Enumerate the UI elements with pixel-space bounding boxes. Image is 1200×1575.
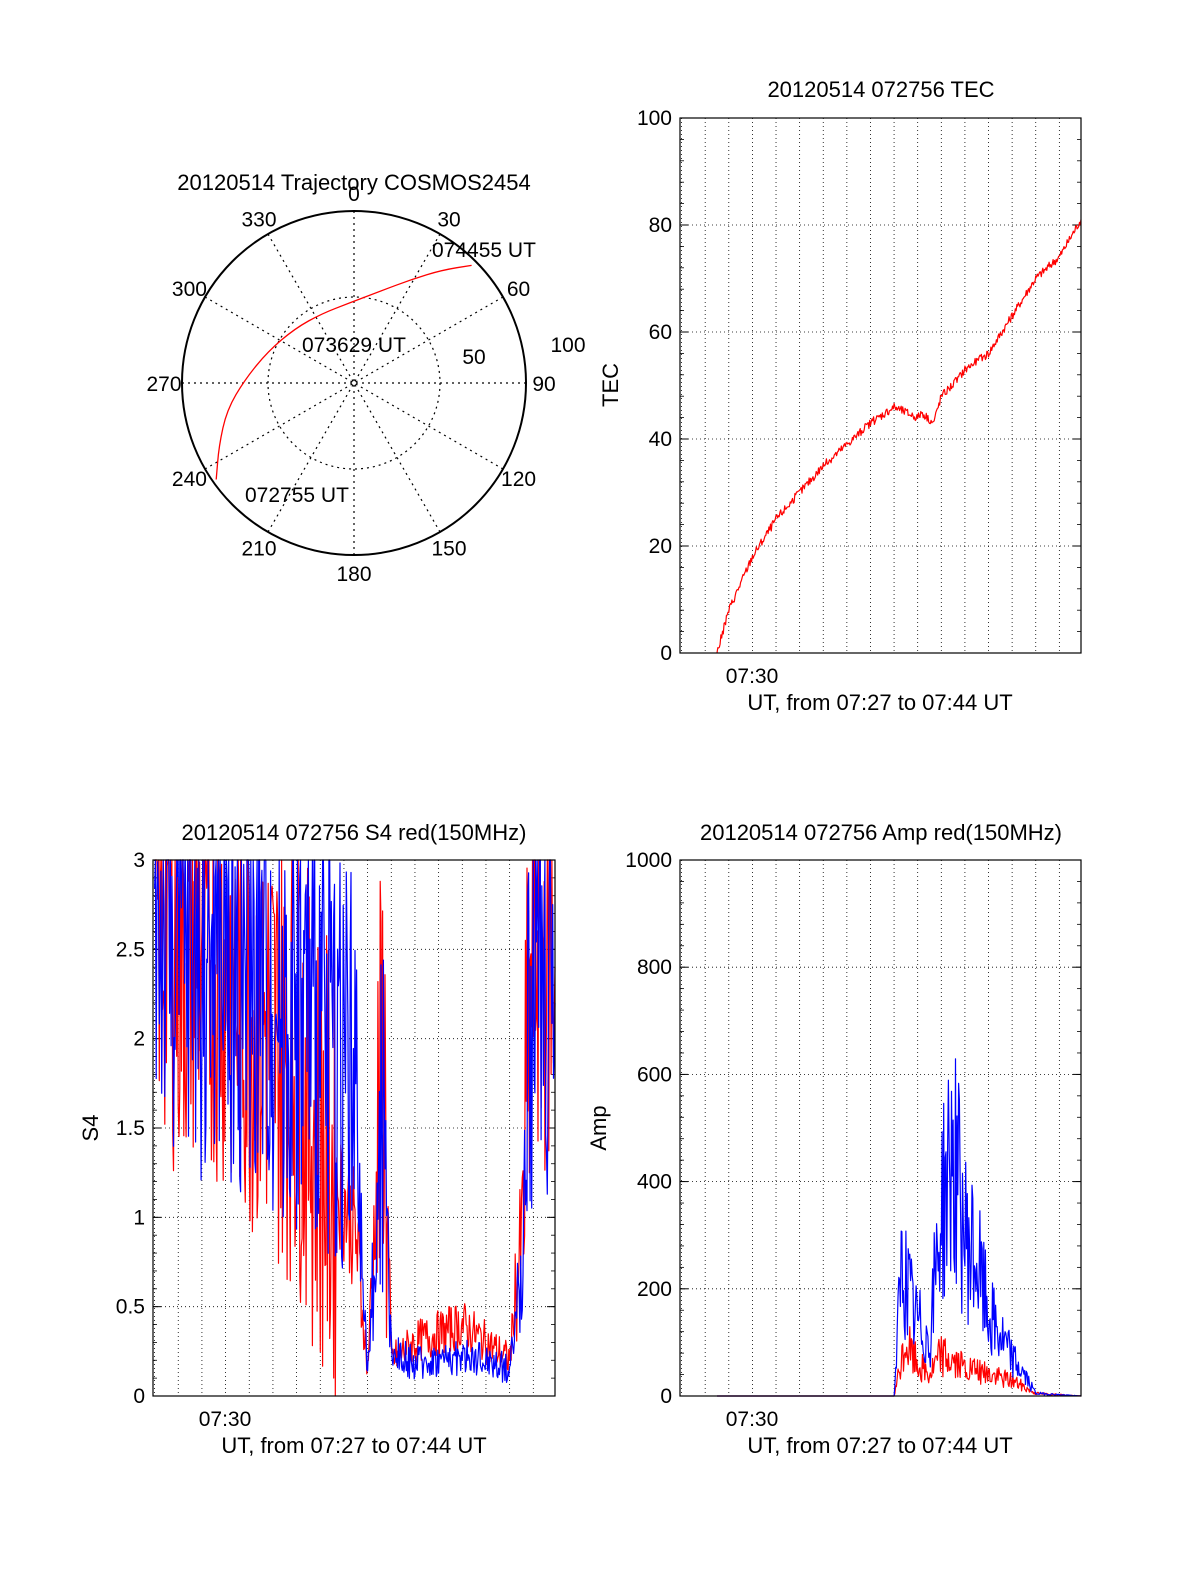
polar-angle-label: 270	[146, 373, 181, 396]
amp-y-axis-label: Amp	[586, 1105, 611, 1150]
polar-title: 20120514 Trajectory COSMOS2454	[177, 170, 530, 195]
tec-chart: 20120514 072756 TEC 0 20 40 60 80 100 07:30 U…	[598, 77, 1082, 715]
polar-radial-label-50: 50	[462, 346, 485, 369]
amp-series	[717, 1058, 1082, 1397]
polar-trajectory-chart: 20120514 Trajectory COSMOS2454 0 30 60 90 12…	[146, 170, 585, 586]
s4-series-line	[154, 859, 556, 1383]
tec-y-tick-labels: 0 20 40 60 80 100	[637, 107, 672, 665]
tec-plot-frame	[679, 117, 1082, 654]
polar-annotation-end: 074455 UT	[432, 239, 536, 262]
tec-series	[716, 219, 1082, 654]
amp-chart: 20120514 072756 Amp red(150MHz) 0 200 400 6…	[586, 820, 1082, 1458]
polar-radial-label-100: 100	[550, 334, 585, 357]
polar-angle-label: 0	[348, 183, 360, 206]
s4-y-tick-label: 2.5	[116, 938, 145, 961]
s4-y-tick-labels: 0 0.5 1 1.5 2 2.5 3	[116, 849, 145, 1408]
polar-grid	[181, 210, 527, 556]
s4-y-tick-label: 3	[133, 849, 145, 872]
tec-series-line	[716, 219, 1082, 654]
polar-angle-labels: 0 30 60 90 120 150 180 210 240 270 300 330	[146, 183, 555, 586]
s4-y-tick-label: 1	[133, 1206, 145, 1229]
polar-annotation-mid: 073629 UT	[302, 334, 406, 357]
amp-y-tick-label: 200	[637, 1278, 672, 1301]
amp-x-tick-label: 07:30	[726, 1408, 779, 1431]
amp-y-tick-label: 0	[660, 1385, 672, 1408]
polar-trajectory-line	[215, 264, 472, 480]
polar-angle-label: 300	[172, 278, 207, 301]
tec-y-tick-label: 40	[649, 428, 672, 451]
tec-y-tick-label: 60	[649, 321, 672, 344]
tec-x-tick-label: 07:30	[726, 665, 779, 688]
amp-plot-frame	[679, 859, 1082, 1397]
tec-y-axis-label: TEC	[598, 363, 623, 407]
s4-x-tick-label: 07:30	[199, 1408, 252, 1431]
polar-angle-label: 180	[336, 563, 371, 586]
tec-y-tick-label: 0	[660, 642, 672, 665]
amp-series-line	[717, 1058, 1082, 1397]
polar-angle-label: 60	[507, 278, 530, 301]
tec-grid	[680, 117, 1081, 654]
amp-y-tick-label: 600	[637, 1063, 672, 1086]
s4-y-tick-label: 0.5	[116, 1296, 145, 1319]
polar-angle-label: 150	[431, 538, 466, 561]
tec-y-tick-label: 100	[637, 107, 672, 130]
polar-series	[215, 264, 472, 480]
amp-y-tick-label: 800	[637, 956, 672, 979]
tec-title: 20120514 072756 TEC	[767, 77, 994, 102]
amp-y-tick-labels: 0 200 400 600 800 1000	[625, 849, 672, 1408]
s4-x-axis-label: UT, from 07:27 to 07:44 UT	[221, 1433, 486, 1458]
s4-chart: 20120514 072756 S4 red(150MHz) 0 0.5 1 1.5 2…	[78, 820, 556, 1458]
s4-plot-frame	[152, 859, 556, 1397]
s4-y-tick-label: 1.5	[116, 1117, 145, 1140]
amp-title: 20120514 072756 Amp red(150MHz)	[700, 820, 1062, 845]
tec-x-axis-label: UT, from 07:27 to 07:44 UT	[747, 690, 1012, 715]
amp-x-axis-label: UT, from 07:27 to 07:44 UT	[747, 1433, 1012, 1458]
s4-y-tick-label: 2	[133, 1028, 145, 1051]
s4-title: 20120514 072756 S4 red(150MHz)	[182, 820, 527, 845]
polar-angle-label: 120	[501, 468, 536, 491]
polar-angle-label: 90	[532, 373, 555, 396]
amp-series-line	[717, 1326, 1082, 1397]
tec-y-tick-label: 20	[649, 535, 672, 558]
polar-angle-label: 210	[241, 538, 276, 561]
s4-y-axis-label: S4	[78, 1115, 103, 1142]
polar-annotation-start: 072755 UT	[245, 484, 349, 507]
amp-grid	[680, 859, 1081, 1397]
amp-y-tick-label: 1000	[625, 849, 672, 872]
tec-y-tick-label: 80	[649, 214, 672, 237]
s4-y-tick-label: 0	[133, 1385, 145, 1408]
amp-y-tick-label: 400	[637, 1171, 672, 1194]
polar-angle-label: 330	[241, 208, 276, 231]
polar-angle-label: 30	[437, 208, 460, 231]
polar-angle-label: 240	[172, 468, 207, 491]
s4-series	[154, 859, 556, 1397]
